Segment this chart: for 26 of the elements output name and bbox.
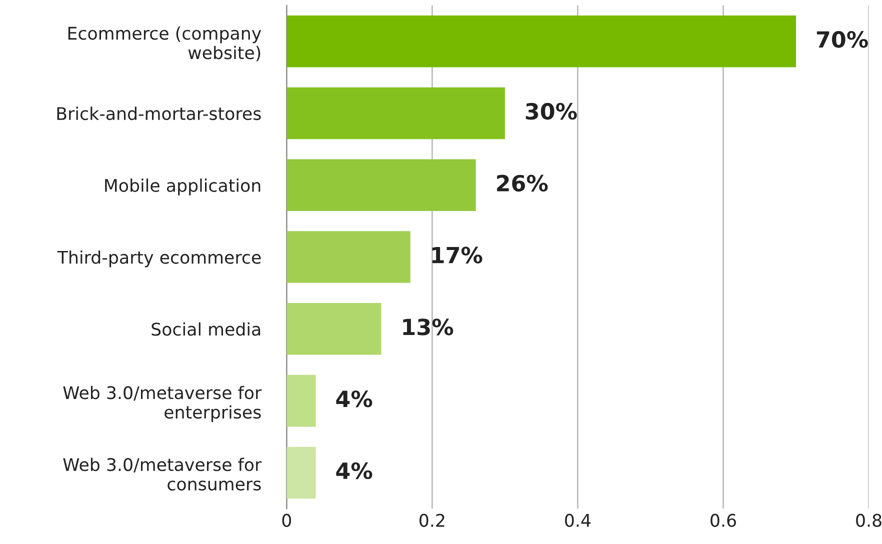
- bar: [286, 87, 505, 140]
- data-label: 70%: [816, 31, 868, 48]
- data-label: 4%: [336, 390, 372, 408]
- bar: [286, 374, 316, 427]
- y-tick-label: Mobile application: [105, 178, 260, 196]
- data-label: 26%: [497, 174, 548, 192]
- y-tick-label: Social media: [152, 322, 260, 336]
- y-tick-label: Web 3.0/metaverse for consumers: [63, 458, 262, 491]
- bar: [286, 159, 476, 212]
- y-tick-label: Third-party ecommerce: [57, 250, 261, 268]
- data-label: 17%: [432, 246, 482, 264]
- bar: [286, 16, 796, 68]
- y-tick-label: Web 3.0/metaverse for enterprises: [63, 386, 262, 422]
- data-label: 4%: [336, 462, 372, 480]
- y-tick-label: Ecommerce (company website): [68, 26, 262, 62]
- y-tick-label: Brick-and-mortar-stores: [57, 106, 261, 120]
- x-tick-label: 0.4: [565, 514, 591, 527]
- bar: [286, 303, 382, 355]
- data-label: 13%: [403, 318, 454, 336]
- x-tick-label: 0.8: [856, 514, 882, 527]
- bar: [286, 446, 316, 499]
- x-tick-label: 0: [282, 514, 292, 527]
- x-tick-label: 0.2: [420, 514, 444, 527]
- x-tick-label: 0.6: [710, 514, 736, 527]
- bar: [286, 231, 410, 283]
- data-label: 30%: [526, 102, 577, 120]
